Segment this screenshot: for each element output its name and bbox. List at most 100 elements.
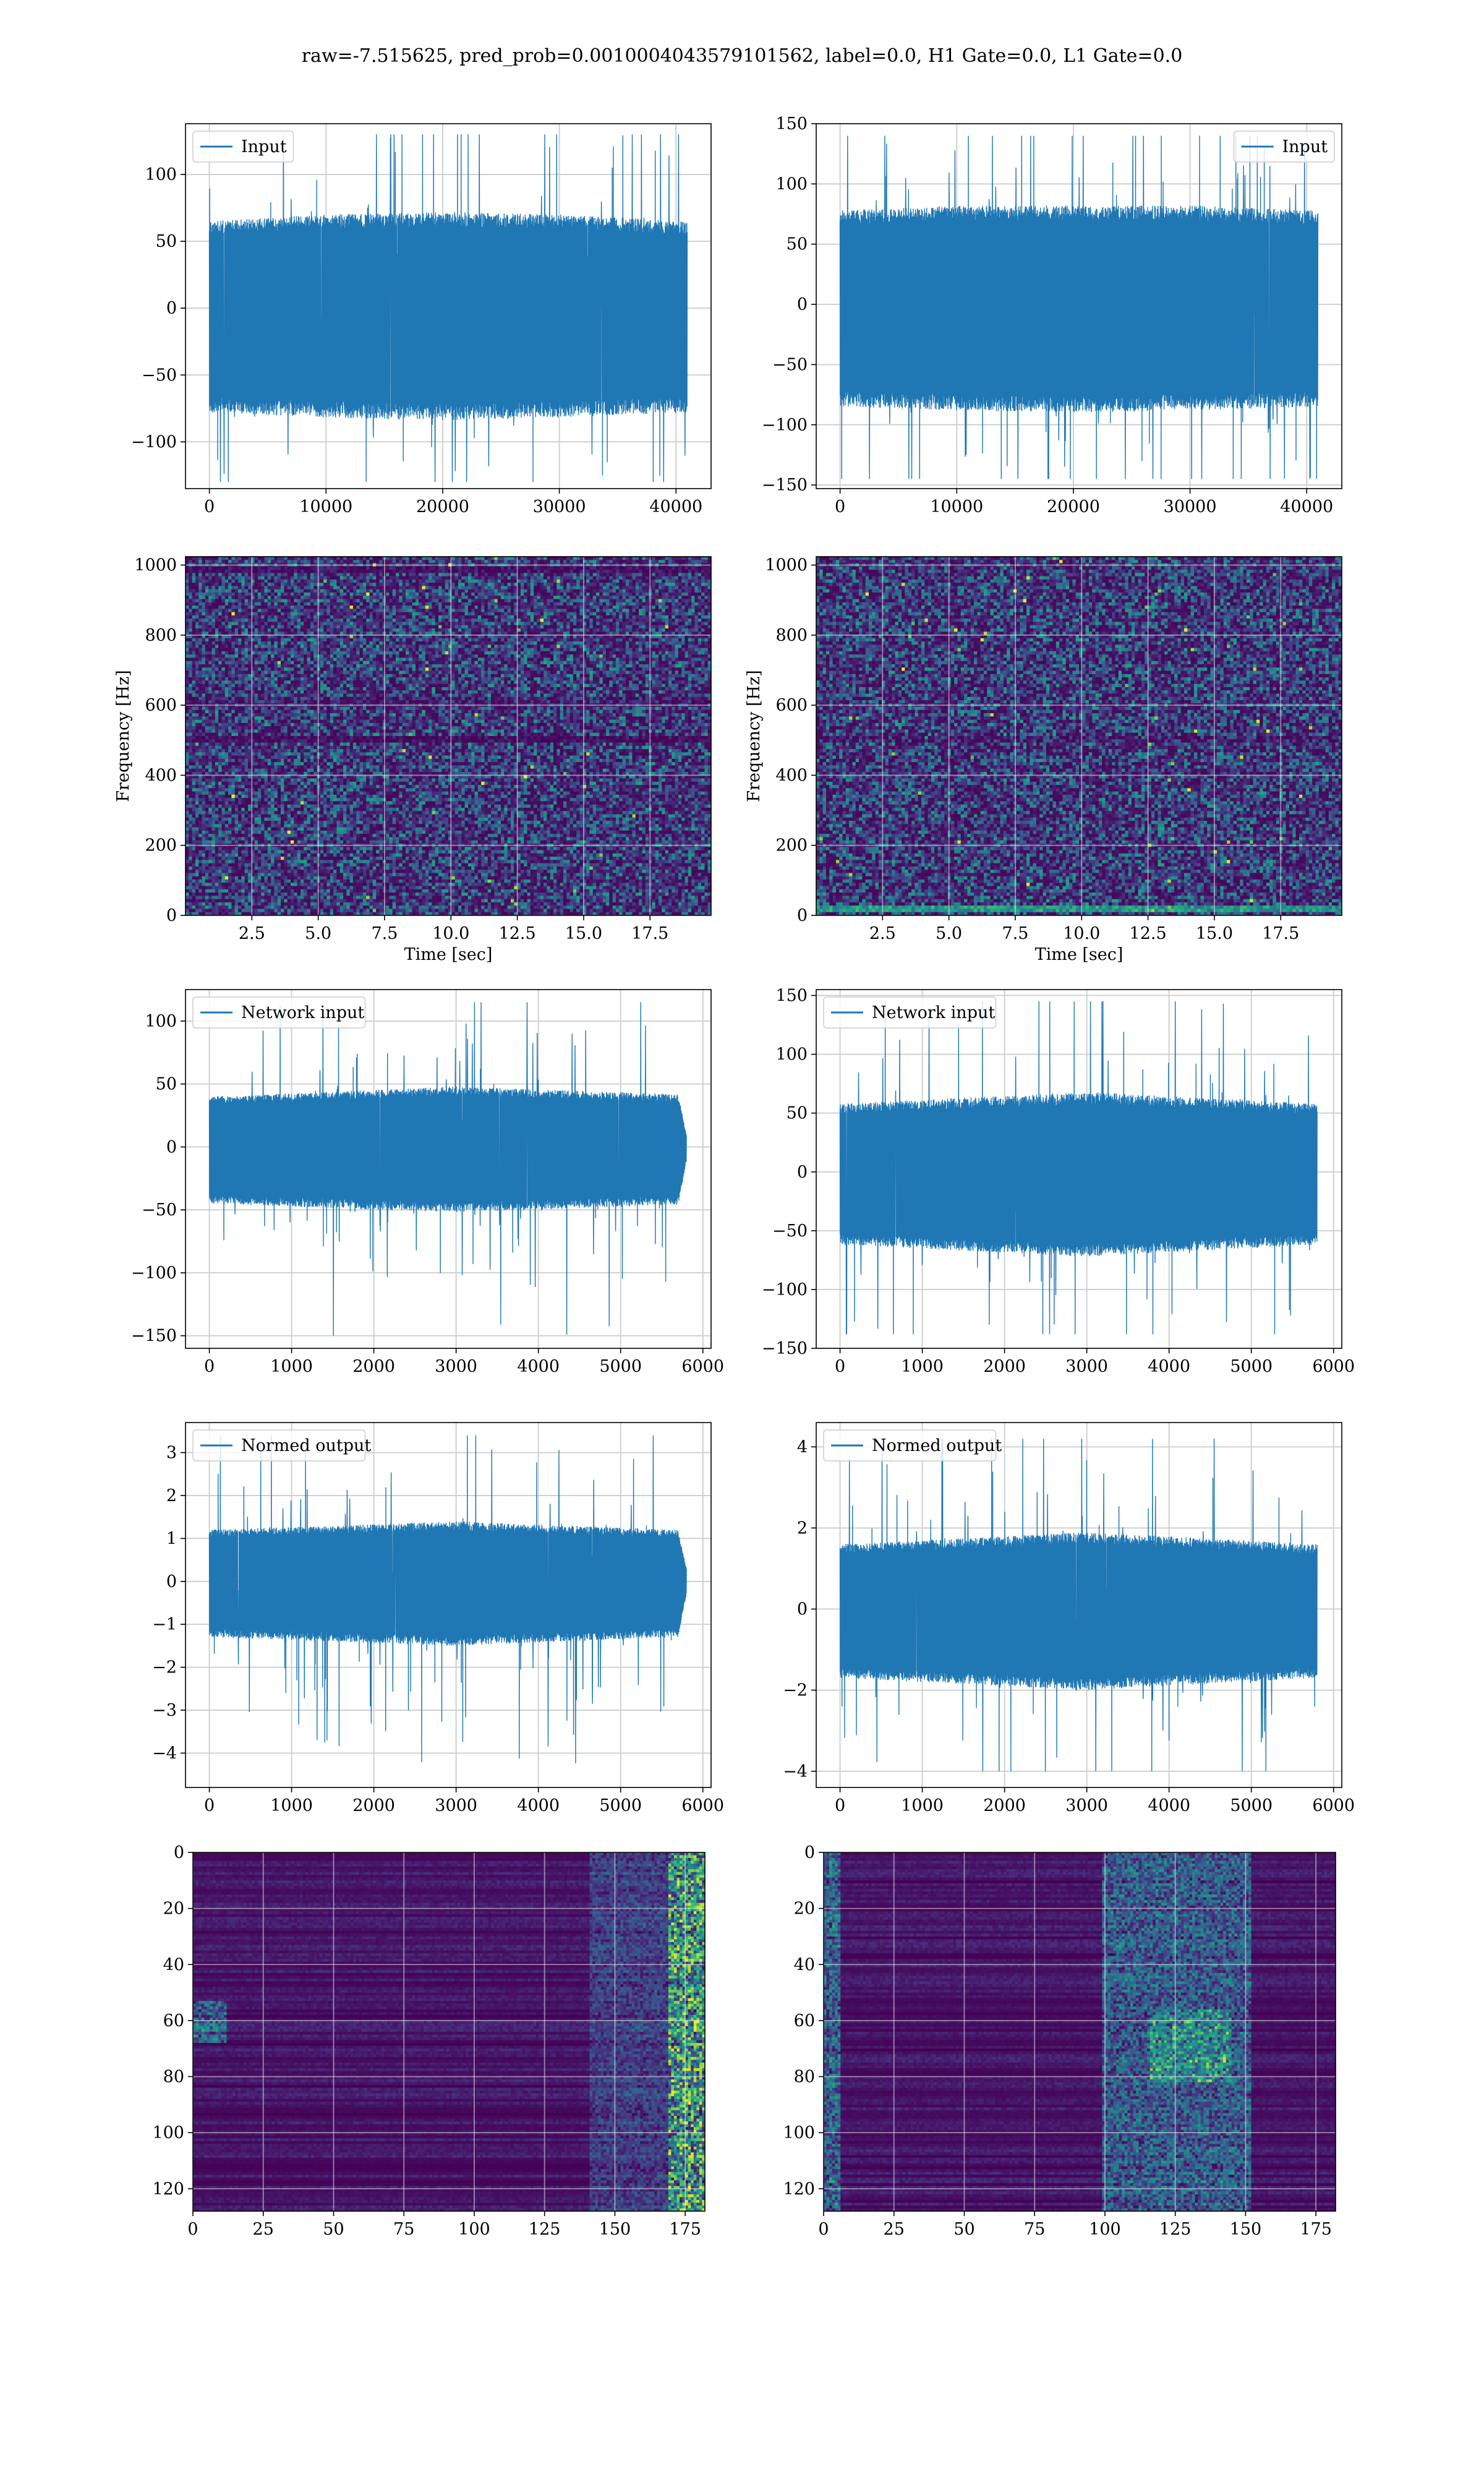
network-input-l1-xtick-label: 5000 [1230,1357,1273,1376]
normed-output-h1-ytick-label: −1 [152,1615,177,1634]
normed-output-l1-xtick-label: 5000 [1230,1796,1273,1815]
feature-map-h1-xtick-label: 150 [599,2220,631,2239]
figure-suptitle: raw=-7.515625, pred_prob=0.0010004043579… [302,45,1183,67]
spectrogram-h1-xtick-label: 15.0 [565,924,602,943]
network-input-h1-xtick-label: 3000 [435,1357,477,1376]
feature-map-h1-ytick-label: 40 [163,1955,184,1974]
normed-output-l1-legend: Normed output [824,1430,1002,1461]
normed-output-h1-ytick-label: 3 [166,1444,177,1463]
spectrogram-l1-xtick-label: 10.0 [1063,924,1100,943]
spectrogram-l1-xtick-label: 15.0 [1196,924,1233,943]
network-input-l1-ytick-label: −150 [762,1339,808,1358]
spectrogram-h1-xtick-label: 12.5 [499,924,536,943]
feature-map-l1-xtick-label: 150 [1230,2220,1262,2239]
spectrogram-l1-xlabel: Time [sec] [1035,945,1124,964]
input-h1-ytick-label: −50 [142,366,177,385]
feature-map-l1-xtick-label: 50 [953,2220,974,2239]
normed-output-l1-ytick-label: −4 [783,1762,808,1781]
feature-map-l1-xtick-label: 125 [1159,2220,1192,2239]
feature-map-h1-xtick-label: 100 [458,2220,490,2239]
input-h1-xtick-label: 30000 [533,497,586,516]
network-input-l1-series-line [840,1001,1318,1334]
input-l1-series-line [840,136,1318,479]
normed-output-h1-ytick-label: −2 [152,1658,177,1677]
spectrogram-h1-ytick-label: 0 [166,906,177,925]
input-h1-ytick-label: −100 [131,432,177,452]
spectrogram-h1-ytick-label: 600 [145,696,177,715]
spectrogram-l1-axes: 2.5 5.0 7.5 10.0 12.5 15.0 17.5020040060080010… [744,556,1342,964]
normed-output-l1-series-line [840,1439,1318,1771]
network-input-l1-xtick-label: 4000 [1148,1357,1190,1376]
feature-map-l1-ytick-label: 120 [783,2180,815,2199]
spectrogram-l1-xtick-label: 2.5 [869,924,896,943]
spectrogram-l1-ytick-label: 0 [797,906,808,925]
network-input-l1-ytick-label: 0 [797,1163,808,1182]
spectrogram-h1-ytick-label: 200 [145,836,177,855]
normed-output-l1-xtick-label: 4000 [1148,1796,1190,1815]
network-input-h1-xtick-label: 5000 [599,1357,642,1376]
spectrogram-h1-xtick-label: 5.0 [305,924,331,943]
feature-map-l1-ytick-label: 0 [804,1843,815,1862]
network-input-l1-xtick-label: 3000 [1065,1357,1108,1376]
spectrogram-h1-ytick-label: 1000 [134,556,177,575]
network-input-h1-series-line [210,1002,687,1335]
normed-output-h1-xtick-label: 0 [204,1796,215,1815]
input-l1-xtick-label: 10000 [930,497,983,516]
normed-output-h1-plot-area [186,1423,711,1787]
spectrogram-l1-ytick-label: 400 [775,766,808,785]
feature-map-l1-xtick-label: 175 [1300,2220,1332,2239]
network-input-l1-legend-label: Network input [872,1003,995,1022]
normed-output-h1-ytick-label: 1 [166,1529,177,1548]
spectrogram-h1-xtick-label: 17.5 [631,924,668,943]
network-input-h1-ytick-label: −100 [131,1264,177,1283]
feature-map-h1-ytick-label: 120 [152,2180,184,2199]
normed-output-l1-xtick-label: 2000 [983,1796,1026,1815]
spectrogram-h1-xlabel: Time [sec] [404,945,493,964]
input-l1-xtick-label: 40000 [1280,497,1333,516]
normed-output-h1-xtick-label: 4000 [517,1796,560,1815]
network-input-h1-plot-area [186,990,711,1348]
input-l1-plot-area [816,124,1342,489]
input-l1-xtick-label: 30000 [1164,497,1217,516]
normed-output-l1-xtick-label: 6000 [1312,1796,1355,1815]
network-input-l1-xtick-label: 1000 [901,1357,944,1376]
feature-map-h1-ytick-label: 0 [174,1843,184,1862]
network-input-l1-plot-area [816,990,1342,1348]
feature-map-h1-xtick-label: 0 [187,2220,198,2239]
normed-output-h1-ytick-label: 0 [166,1572,177,1591]
normed-output-l1-ytick-label: 0 [797,1600,808,1619]
feature-map-l1-plot-area [824,1852,1336,2212]
network-input-h1-xtick-label: 0 [204,1357,215,1376]
network-input-l1-xtick-label: 0 [835,1357,845,1376]
feature-map-l1-xtick-label: 25 [884,2220,905,2239]
feature-map-h1-xtick-label: 175 [669,2220,701,2239]
network-input-h1-xtick-label: 2000 [352,1357,395,1376]
network-input-h1-ytick-label: 0 [166,1137,177,1157]
network-input-l1-ytick-label: 150 [775,987,808,1006]
input-l1-ytick-label: −100 [762,416,808,435]
input-l1-legend: Input [1234,131,1335,162]
input-h1-xtick-label: 20000 [416,497,469,516]
spectrogram-l1-xtick-label: 5.0 [936,924,962,943]
normed-output-h1-xtick-label: 2000 [352,1796,395,1815]
normed-output-h1-ytick-label: −3 [152,1701,177,1720]
spectrogram-h1-xtick-label: 7.5 [371,924,398,943]
normed-output-h1-legend: Normed output [193,1430,371,1461]
spectrogram-h1-ylabel: Frequency [Hz] [114,670,133,802]
feature-map-h1-xtick-label: 25 [253,2220,274,2239]
spectrogram-h1-xtick-label: 10.0 [432,924,469,943]
feature-map-l1-xtick-label: 75 [1024,2220,1045,2239]
input-h1-legend: Input [193,131,294,162]
network-input-l1-ytick-label: 50 [787,1104,808,1123]
normed-output-l1-ytick-label: −2 [783,1681,808,1700]
normed-output-h1-series-line [210,1436,687,1763]
feature-map-l1-ytick-label: 100 [783,2123,815,2142]
network-input-h1-ytick-label: 100 [145,1012,177,1031]
spectrogram-h1-xtick-label: 2.5 [239,924,265,943]
normed-output-l1-ytick-label: 2 [797,1518,808,1538]
network-input-l1-ytick-label: 100 [775,1045,808,1064]
